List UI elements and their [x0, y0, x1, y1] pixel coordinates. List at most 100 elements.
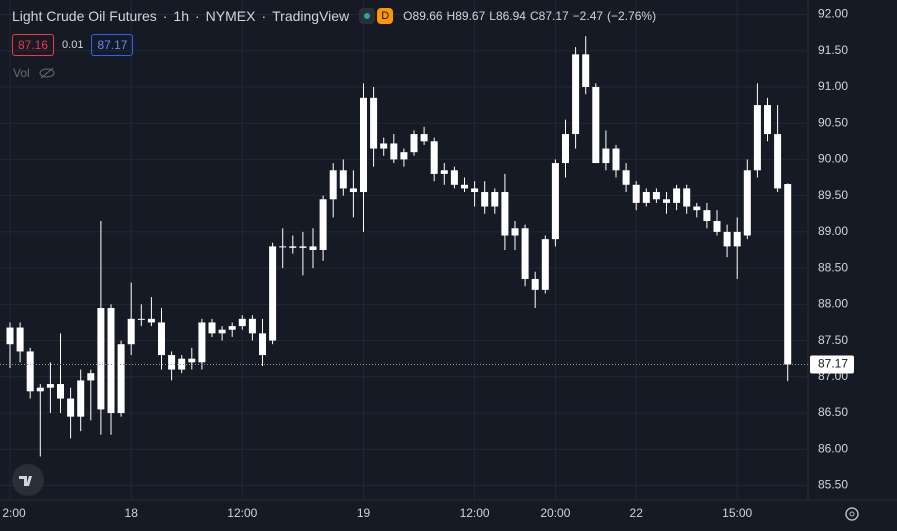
candle-body — [461, 184, 468, 189]
candle-body — [97, 307, 105, 410]
y-tick-label: 89.00 — [818, 224, 848, 238]
candle-body — [713, 221, 721, 232]
candle-body — [178, 358, 186, 370]
source: TradingView — [255, 8, 349, 24]
candle-body — [501, 192, 509, 236]
interval[interactable]: 1h — [157, 8, 189, 24]
candle-body — [602, 148, 610, 164]
candle-body — [259, 333, 266, 356]
candle-body — [218, 329, 226, 334]
status-dot[interactable] — [359, 8, 376, 24]
candle-body — [279, 246, 287, 248]
candle-body — [309, 246, 317, 250]
candle-body — [612, 148, 620, 171]
candle-body — [511, 228, 519, 236]
settings-icon[interactable] — [845, 507, 859, 521]
candle-body — [370, 97, 378, 149]
x-tick-label: 22 — [630, 506, 644, 520]
candle-body — [147, 318, 155, 323]
candle-body — [238, 318, 246, 327]
candle-body — [764, 105, 771, 135]
candle-body — [420, 134, 428, 142]
badge[interactable]: D — [377, 8, 394, 24]
y-tick-label: 85.50 — [818, 478, 848, 492]
candle-body — [753, 105, 761, 171]
y-tick-label: 87.50 — [818, 333, 848, 347]
ohlc-high: H89.67 — [447, 9, 486, 23]
candle-body — [188, 358, 196, 363]
candle-body — [410, 134, 418, 153]
candle-body — [531, 278, 539, 290]
volume-label: Vol — [13, 66, 30, 80]
candle-body — [723, 231, 731, 247]
candle-body — [622, 170, 630, 185]
title[interactable]: Light Crude Oil Futures — [12, 8, 157, 24]
y-tick-label: 90.00 — [818, 152, 848, 166]
candle-body — [562, 134, 569, 164]
candle-body — [107, 307, 115, 414]
candle-body — [784, 184, 792, 365]
candle-body — [168, 355, 176, 370]
candle-body — [390, 143, 398, 160]
value: 87.17 — [538, 9, 569, 23]
candle-body — [774, 134, 782, 189]
y-tick-label: 86.00 — [818, 441, 848, 455]
value: 89.66 — [412, 9, 443, 23]
y-tick-label: 91.00 — [818, 79, 848, 93]
candle-body — [360, 97, 367, 193]
candle-body — [471, 188, 479, 193]
candle-body — [450, 170, 458, 185]
candle-body — [299, 246, 307, 248]
eye-slash — [40, 67, 54, 79]
candle-body — [6, 327, 14, 345]
change: −2.47 — [572, 9, 604, 23]
candle-body — [400, 152, 408, 160]
x-tick-label: 19 — [357, 506, 371, 520]
y-tick-label: 88.00 — [818, 297, 848, 311]
candle-body — [733, 231, 741, 247]
x-tick-label: 12:00 — [227, 506, 257, 520]
candle-body — [127, 318, 135, 345]
last-price-label: 87.17 — [818, 357, 848, 371]
candle-body — [87, 373, 95, 381]
volume-legend: Vol — [13, 66, 56, 80]
y-tick-label: 91.50 — [818, 43, 848, 57]
candle-body — [592, 86, 600, 164]
hide-icon[interactable] — [38, 67, 56, 79]
buy-button[interactable]: 87.17 — [91, 34, 134, 56]
tv-logo[interactable] — [12, 464, 44, 496]
candle-body — [137, 318, 145, 320]
candle-body — [228, 326, 236, 330]
prefix: H — [446, 9, 456, 23]
candle-body — [36, 387, 44, 392]
candle-body — [430, 141, 438, 174]
candle-body — [652, 192, 660, 200]
ohlc-open: O89.66 — [403, 9, 442, 23]
candle-body — [541, 239, 549, 290]
sell-button[interactable]: 87.16 — [12, 34, 55, 56]
ohlc-low: L86.94 — [489, 9, 526, 23]
candle-body — [248, 318, 256, 334]
eye — [39, 68, 55, 78]
trade-buttons: 87.16 0.01 87.17 — [12, 34, 134, 56]
candle-body — [77, 380, 85, 417]
candle-body — [572, 54, 580, 135]
x-tick-label: 2:00 — [2, 506, 26, 520]
gear[interactable] — [845, 507, 859, 521]
last-price-tag — [810, 355, 854, 374]
ohlc-close: C87.17 — [530, 9, 569, 23]
candle-body — [117, 344, 125, 414]
y-tick-label: 86.50 — [818, 405, 848, 419]
spread: 0.01 — [62, 39, 84, 51]
prefix: O — [403, 9, 413, 23]
candle-body — [491, 192, 499, 207]
candle-body — [663, 199, 670, 203]
candle-body — [380, 143, 388, 149]
y-tick-label: 89.50 — [818, 188, 848, 202]
candle-body — [683, 188, 691, 207]
candle-body — [16, 327, 24, 352]
prefix: C — [529, 9, 539, 23]
candle-body — [642, 192, 650, 203]
